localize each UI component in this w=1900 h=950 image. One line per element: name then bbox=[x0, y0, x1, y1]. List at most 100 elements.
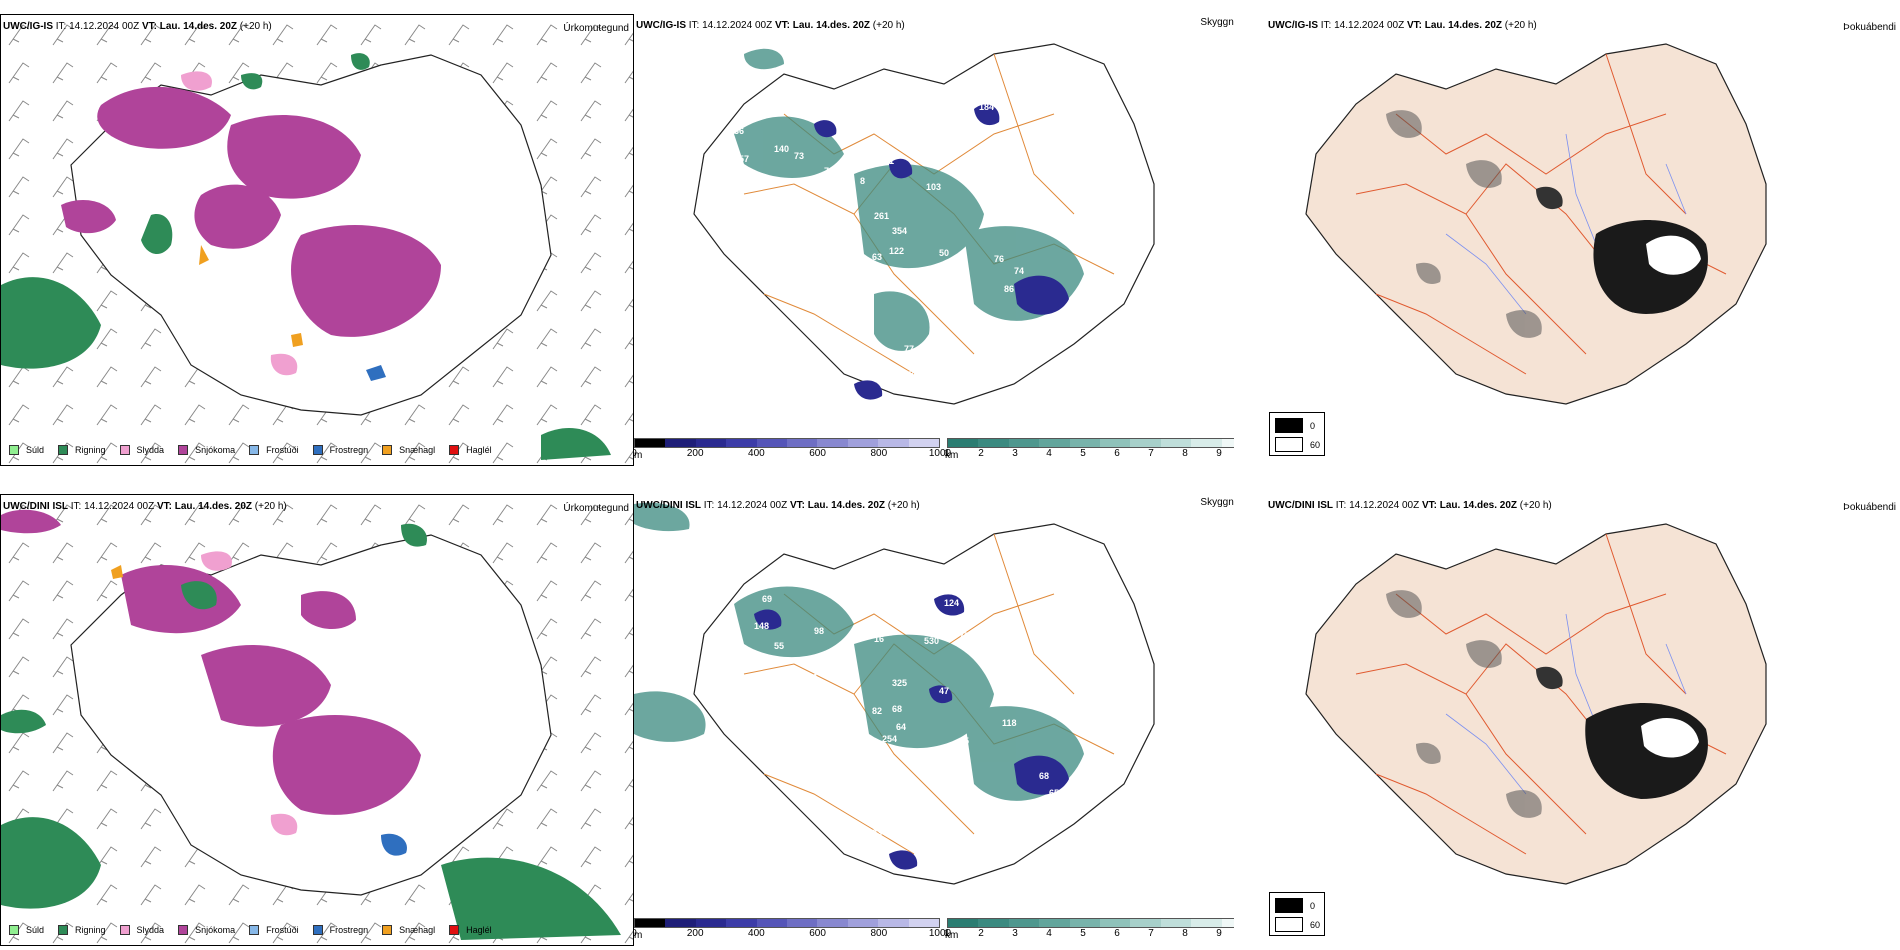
legend-swatch bbox=[9, 925, 19, 935]
legend-swatch bbox=[249, 925, 260, 935]
legend-item: Snjókoma bbox=[178, 925, 235, 935]
scale-swatch bbox=[787, 919, 818, 927]
vis-value-label: 8 bbox=[860, 176, 865, 186]
scale-tick-label: 2 bbox=[978, 928, 984, 939]
distance-scale-ticks: 12345678910 bbox=[944, 448, 1234, 460]
scale-tick-label: 400 bbox=[748, 448, 765, 459]
vis-value-label: 63 bbox=[872, 252, 882, 262]
vis-value-label: 124 bbox=[944, 598, 959, 608]
scale-tick-label: 1000 bbox=[928, 928, 952, 939]
legend-swatch bbox=[178, 445, 189, 455]
height-scale-unit: m bbox=[634, 450, 643, 461]
scale-tick-label: 3 bbox=[1012, 448, 1018, 459]
distance-scale-unit: km bbox=[945, 930, 959, 941]
scale-swatch bbox=[817, 439, 848, 447]
vis-value-label: 122 bbox=[889, 246, 904, 256]
vis-value-label: 36 bbox=[734, 126, 744, 136]
scale-swatch bbox=[1008, 919, 1040, 927]
height-scale-unit: m bbox=[634, 930, 643, 941]
visibility-panel-top: UWC/IG-IS IT: 14.12.2024 00Z VT: Lau. 14… bbox=[634, 14, 1234, 466]
scale-tick-label: 7 bbox=[1148, 928, 1154, 939]
precip-type-panel-bottom: UWC/DINI ISL IT: 14.12.2024 00Z VT: Lau.… bbox=[0, 494, 634, 946]
legend-swatch bbox=[382, 445, 393, 455]
vis-value-label: 38 bbox=[1064, 804, 1074, 814]
scale-swatch bbox=[1191, 439, 1222, 447]
scale-tick-label: 9 bbox=[1216, 928, 1222, 939]
visibility-legend-top: 0 60 bbox=[1269, 412, 1325, 456]
panel-title: UWC/IG-IS IT: 14.12.2024 00Z VT: Lau. 14… bbox=[3, 21, 272, 32]
legend-swatch bbox=[312, 925, 323, 935]
scale-swatch bbox=[1221, 919, 1234, 927]
vis-value-label: 1291 bbox=[1012, 326, 1032, 336]
legend-swatch bbox=[58, 925, 69, 935]
vis-value-label: 71 bbox=[718, 662, 728, 672]
legend-item: Haglél bbox=[449, 925, 492, 935]
scale-tick-label: 800 bbox=[870, 448, 888, 459]
vis-value-label: 254 bbox=[882, 734, 897, 744]
vis-value-label: 98 bbox=[814, 626, 824, 636]
vis-value-label: 82 bbox=[702, 164, 712, 174]
distance-scale: 12345678910 km bbox=[944, 918, 1234, 941]
scale-swatch bbox=[978, 919, 1009, 927]
height-scale-bar bbox=[634, 918, 940, 928]
vis-value-label: 69 bbox=[762, 594, 772, 604]
fog-panel-bottom: UWC/DINI ISL IT: 14.12.2024 00Z VT: Lau.… bbox=[1266, 494, 1900, 946]
panel-name: Skyggni bbox=[1200, 497, 1234, 508]
scale-tick-label: 200 bbox=[686, 448, 704, 459]
scale-swatch bbox=[1069, 919, 1101, 927]
scale-tick-label: 1 bbox=[944, 448, 950, 459]
vis-value-label: 68 bbox=[1039, 771, 1049, 781]
legend-swatch bbox=[178, 925, 189, 935]
scale-swatch bbox=[635, 439, 666, 447]
vis-value-label: 78 bbox=[924, 144, 934, 154]
vis-value-label: 7 bbox=[824, 166, 829, 176]
vis-value-label: 64 bbox=[856, 278, 866, 288]
vis-value-label: 82 bbox=[872, 706, 882, 716]
vis-value-label: 35 bbox=[704, 244, 714, 254]
legend-swatch bbox=[1275, 917, 1303, 932]
vis-value-label: 39 bbox=[704, 161, 714, 171]
scale-swatch bbox=[665, 439, 696, 447]
height-scale: 0 200 400 600 800 1000 m bbox=[634, 918, 951, 941]
scale-swatch bbox=[878, 919, 909, 927]
scale-tick-label: 800 bbox=[870, 928, 888, 939]
scale-swatch bbox=[948, 439, 979, 447]
vis-value-label: 76 bbox=[994, 254, 1004, 264]
vis-value-label: 148 bbox=[754, 621, 769, 631]
scale-swatch bbox=[847, 439, 879, 447]
scale-swatch bbox=[635, 919, 666, 927]
vis-value-label: 33 bbox=[872, 828, 882, 838]
vis-value-label: 45 bbox=[934, 388, 944, 398]
vis-value-label: 64 bbox=[896, 722, 906, 732]
scale-swatch bbox=[1069, 439, 1101, 447]
vis-value-label: 108 bbox=[864, 146, 879, 156]
scale-swatch bbox=[1100, 439, 1131, 447]
vis-value-label: 124 bbox=[994, 178, 1009, 188]
vis-value-label: 77 bbox=[959, 631, 969, 641]
scale-swatch bbox=[756, 919, 788, 927]
panel-name: Þokuábendi bbox=[1843, 502, 1896, 513]
panel-title: UWC/IG-IS IT: 14.12.2024 00Z VT: Lau. 14… bbox=[1268, 20, 1537, 31]
legend-item: Slydda bbox=[119, 925, 164, 935]
scale-tick-label: 7 bbox=[1148, 448, 1154, 459]
vis-value-label: 65 bbox=[1049, 788, 1059, 798]
distance-scale: 12345678910 km bbox=[944, 438, 1234, 461]
scale-swatch bbox=[847, 919, 879, 927]
panel-title: UWC/DINI ISL IT: 14.12.2024 00Z VT: Lau.… bbox=[1268, 500, 1552, 511]
scale-swatch bbox=[878, 439, 909, 447]
vis-value-label: 568 bbox=[829, 671, 844, 681]
scale-tick-label: 600 bbox=[809, 928, 826, 939]
legend-item: Rigning bbox=[58, 925, 106, 935]
vis-value-label: 82 bbox=[909, 366, 919, 376]
scale-tick-label: 5 bbox=[1080, 928, 1086, 939]
vis-value-label: 38 bbox=[906, 384, 916, 394]
vis-value-label: 111 bbox=[804, 672, 818, 682]
scale-swatch bbox=[787, 439, 818, 447]
scale-tick-label: 5 bbox=[1080, 448, 1086, 459]
visibility-map: 69 148 55 352 124 106 77 98 16 530 47 97… bbox=[634, 502, 1155, 885]
scale-swatch bbox=[908, 919, 940, 927]
legend-item: Snæhagl bbox=[382, 445, 435, 455]
legend-swatch bbox=[312, 445, 323, 455]
legend-swatch bbox=[9, 445, 19, 455]
fog-map bbox=[1305, 523, 1767, 885]
